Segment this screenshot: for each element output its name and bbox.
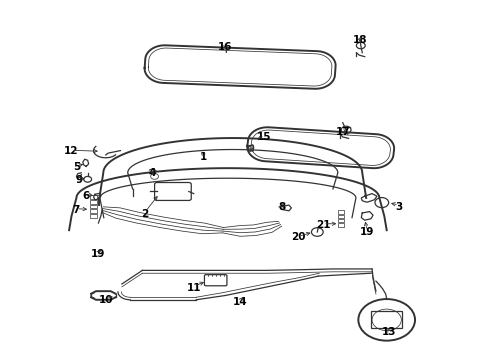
Text: 6: 6 — [83, 191, 90, 201]
Text: 18: 18 — [353, 35, 367, 45]
Text: 19: 19 — [360, 227, 374, 237]
Text: 19: 19 — [91, 248, 106, 258]
Text: 13: 13 — [382, 327, 396, 337]
Bar — [338, 211, 344, 214]
Bar — [338, 219, 344, 222]
Bar — [90, 195, 97, 199]
Bar — [371, 311, 402, 328]
Text: 1: 1 — [200, 152, 207, 162]
Text: 17: 17 — [336, 127, 350, 136]
Text: 9: 9 — [75, 175, 82, 185]
Text: 7: 7 — [73, 206, 80, 216]
Bar — [90, 205, 97, 208]
Bar — [338, 215, 344, 218]
Text: 3: 3 — [395, 202, 403, 212]
Text: 20: 20 — [292, 232, 306, 242]
Text: 10: 10 — [98, 295, 113, 305]
Bar — [90, 200, 97, 204]
Text: 4: 4 — [148, 168, 156, 178]
Text: 2: 2 — [141, 209, 148, 219]
Text: 12: 12 — [64, 146, 79, 156]
Text: 16: 16 — [218, 42, 233, 52]
Bar — [90, 214, 97, 218]
Bar — [338, 224, 344, 226]
Bar — [90, 210, 97, 213]
Text: 5: 5 — [73, 162, 80, 172]
Text: 21: 21 — [316, 220, 330, 230]
Text: 15: 15 — [257, 132, 272, 142]
Text: 11: 11 — [187, 283, 201, 293]
Text: 14: 14 — [233, 297, 247, 307]
Text: 8: 8 — [278, 202, 285, 212]
